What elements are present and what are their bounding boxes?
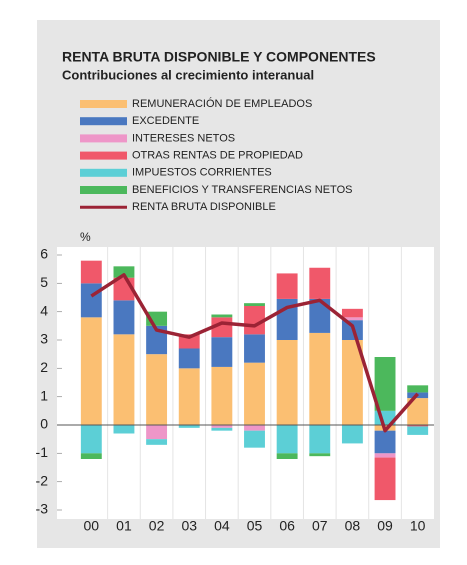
y-tick-label: 3	[40, 331, 48, 347]
x-tick-label: 05	[247, 518, 263, 534]
chart-title: RENTA BRUTA DISPONIBLE Y COMPONENTES	[62, 49, 376, 65]
y-tick-label: -2	[36, 472, 49, 488]
bar-segment	[80, 317, 102, 425]
x-tick-label: 01	[116, 518, 132, 534]
bar-segment	[309, 267, 331, 299]
bar-segment	[407, 425, 429, 427]
y-tick-label: 0	[40, 416, 48, 432]
bar-segment	[341, 317, 363, 321]
bar-segment	[80, 425, 102, 454]
legend-swatch	[80, 186, 127, 194]
bar-segment	[178, 334, 200, 349]
y-axis-label: %	[80, 230, 91, 244]
bar-segment	[374, 453, 396, 458]
x-tick-label: 07	[312, 518, 328, 534]
bar-segment	[244, 306, 265, 335]
x-tick-label: 06	[279, 518, 295, 534]
legend-swatch	[80, 117, 127, 126]
bar-segment	[341, 425, 363, 444]
bar-segment	[276, 273, 298, 299]
legend-swatch	[80, 100, 127, 108]
legend-label: IMPUESTOS CORRIENTES	[132, 167, 272, 179]
legend-label: OTRAS RENTAS DE PROPIEDAD	[132, 150, 303, 162]
legend-swatch	[80, 151, 127, 160]
bar-segment	[407, 398, 429, 425]
bar-segment	[374, 430, 396, 454]
legend-swatch	[80, 134, 127, 143]
y-tick-label: 4	[40, 302, 48, 318]
bar-segment	[276, 453, 298, 459]
bar-segment	[146, 425, 168, 440]
bar-segment	[113, 425, 135, 434]
x-tick-label: 08	[345, 518, 361, 534]
bar-segment	[178, 348, 200, 369]
x-tick-label: 09	[377, 518, 393, 534]
bar-segment	[244, 362, 265, 425]
bar-segment	[244, 334, 265, 363]
y-tick-label: 2	[40, 359, 48, 375]
x-tick-label: 10	[410, 518, 426, 534]
bar-segment	[309, 332, 331, 425]
bar-segment	[276, 340, 298, 425]
y-tick-label: -3	[36, 501, 49, 517]
y-tick-label: 5	[40, 274, 48, 290]
bar-segment	[407, 426, 429, 435]
bar-segment	[276, 425, 298, 454]
x-tick-label: 02	[149, 518, 165, 534]
legend-label: REMUNERACIÓN DE EMPLEADOS	[132, 97, 312, 110]
bar-segment	[211, 427, 233, 431]
bar-segment	[309, 298, 331, 333]
legend-swatch	[80, 168, 127, 177]
bar-segment	[407, 385, 429, 393]
legend-label: RENTA BRUTA DISPONIBLE	[132, 201, 276, 213]
x-tick-label: 04	[214, 518, 230, 534]
bar-segment	[146, 439, 168, 445]
bar-segment	[80, 283, 102, 318]
legend-label: EXCEDENTE	[132, 115, 199, 127]
bar-segment	[341, 308, 363, 318]
x-tick-label: 00	[84, 518, 100, 534]
bar-segment	[113, 334, 135, 425]
bar-segment	[309, 425, 331, 454]
bar-segment	[80, 453, 102, 459]
bar-segment	[211, 366, 233, 425]
bar-segment	[244, 430, 265, 448]
bar-segment	[113, 300, 135, 335]
chart-subtitle: Contribuciones al crecimiento interanual	[62, 67, 314, 82]
bar-segment	[309, 453, 331, 457]
y-tick-label: 1	[40, 387, 48, 403]
bar-segment	[113, 266, 135, 278]
bar-segment	[178, 368, 200, 425]
y-tick-label: -1	[36, 444, 49, 460]
bar-segment	[244, 303, 265, 306]
bar-segment	[374, 457, 396, 501]
bar-segment	[211, 425, 233, 428]
bar-segment	[244, 425, 265, 431]
legend-label: INTERESES NETOS	[132, 132, 235, 144]
bar-segment	[211, 314, 233, 318]
x-tick-label: 03	[181, 518, 197, 534]
bar-segment	[80, 260, 102, 284]
line-series	[90, 273, 419, 433]
y-tick-label: 6	[40, 246, 48, 262]
bar-segment	[146, 354, 168, 425]
bar-segment	[211, 337, 233, 367]
bar-segment	[341, 340, 363, 425]
bar-segment	[374, 357, 396, 411]
bar-segment	[178, 425, 200, 428]
legend-label: BENEFICIOS Y TRANSFERENCIAS NETOS	[132, 184, 352, 196]
